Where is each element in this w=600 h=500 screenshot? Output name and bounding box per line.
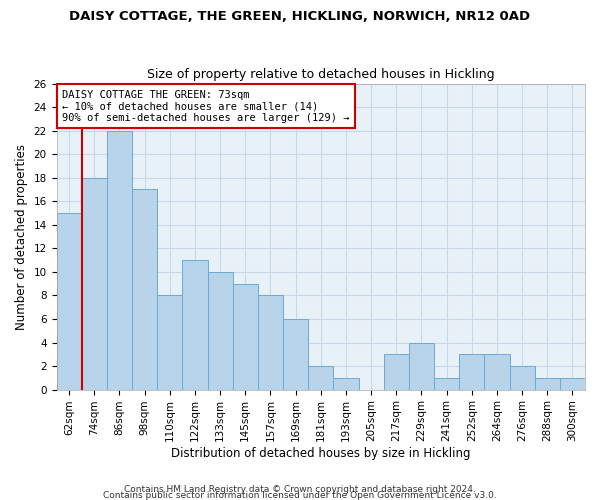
Y-axis label: Number of detached properties: Number of detached properties	[15, 144, 28, 330]
Bar	[182, 260, 208, 390]
X-axis label: Distribution of detached houses by size in Hickling: Distribution of detached houses by size …	[171, 447, 470, 460]
Bar	[258, 296, 283, 390]
Text: DAISY COTTAGE, THE GREEN, HICKLING, NORWICH, NR12 0AD: DAISY COTTAGE, THE GREEN, HICKLING, NORW…	[70, 10, 530, 23]
Bar	[56, 213, 82, 390]
Text: Contains HM Land Registry data © Crown copyright and database right 2024.: Contains HM Land Registry data © Crown c…	[124, 484, 476, 494]
Text: Contains public sector information licensed under the Open Government Licence v3: Contains public sector information licen…	[103, 490, 497, 500]
Bar	[509, 366, 535, 390]
Title: Size of property relative to detached houses in Hickling: Size of property relative to detached ho…	[147, 68, 494, 81]
Bar	[409, 342, 434, 390]
Bar	[484, 354, 509, 390]
Text: DAISY COTTAGE THE GREEN: 73sqm
← 10% of detached houses are smaller (14)
90% of : DAISY COTTAGE THE GREEN: 73sqm ← 10% of …	[62, 90, 349, 123]
Bar	[157, 296, 182, 390]
Bar	[383, 354, 409, 390]
Bar	[107, 130, 132, 390]
Bar	[535, 378, 560, 390]
Bar	[283, 319, 308, 390]
Bar	[132, 190, 157, 390]
Bar	[560, 378, 585, 390]
Bar	[334, 378, 359, 390]
Bar	[233, 284, 258, 390]
Bar	[208, 272, 233, 390]
Bar	[82, 178, 107, 390]
Bar	[459, 354, 484, 390]
Bar	[434, 378, 459, 390]
Bar	[308, 366, 334, 390]
